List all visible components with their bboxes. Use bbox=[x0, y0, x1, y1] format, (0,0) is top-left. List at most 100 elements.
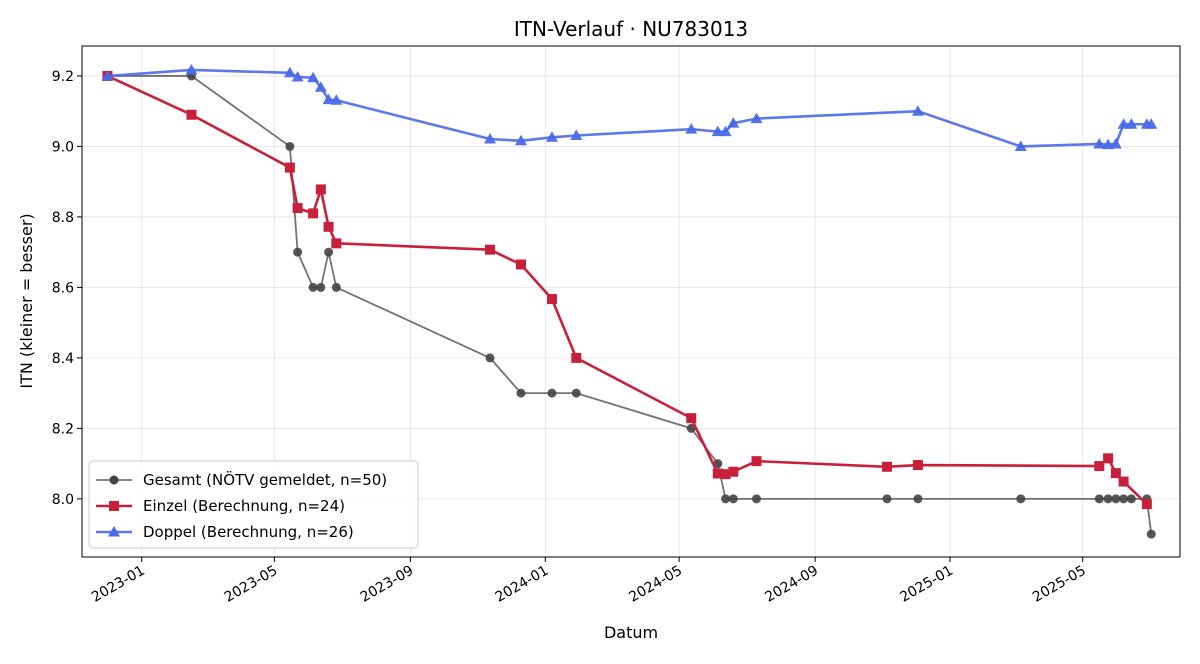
data-point bbox=[101, 69, 114, 81]
legend-label: Doppel (Berechnung, n=26) bbox=[143, 523, 354, 541]
data-point bbox=[1118, 476, 1129, 487]
data-point bbox=[570, 129, 583, 141]
chart-title: ITN-Verlauf · NU783013 bbox=[514, 17, 748, 41]
data-point bbox=[284, 162, 295, 173]
y-tick-label: 9.2 bbox=[52, 69, 74, 85]
data-point bbox=[882, 494, 892, 504]
legend-marker bbox=[109, 501, 119, 511]
data-point bbox=[571, 352, 582, 363]
data-point bbox=[308, 208, 319, 219]
data-point bbox=[545, 131, 558, 142]
data-point bbox=[1111, 494, 1121, 504]
legend-item: Einzel (Berechnung, n=24) bbox=[96, 497, 345, 515]
data-point bbox=[308, 282, 318, 292]
data-point bbox=[324, 247, 334, 257]
data-point bbox=[711, 125, 724, 137]
data-point bbox=[1110, 468, 1121, 479]
data-point bbox=[331, 282, 341, 292]
data-point bbox=[1125, 118, 1138, 129]
data-point bbox=[514, 134, 527, 146]
data-point bbox=[1119, 494, 1129, 504]
data-point bbox=[712, 468, 723, 479]
data-point bbox=[719, 125, 732, 137]
data-point bbox=[686, 413, 697, 424]
data-point bbox=[1146, 529, 1156, 539]
data-point bbox=[1126, 494, 1136, 504]
data-point bbox=[913, 494, 923, 504]
y-tick-label: 8.4 bbox=[52, 351, 74, 367]
data-point bbox=[728, 466, 739, 477]
legend-label: Einzel (Berechnung, n=24) bbox=[143, 497, 345, 515]
data-point bbox=[315, 184, 326, 195]
data-point bbox=[285, 141, 295, 151]
plot-frame bbox=[81, 45, 1181, 558]
data-point bbox=[728, 494, 738, 504]
data-point bbox=[316, 282, 326, 292]
data-point bbox=[721, 494, 731, 504]
data-point bbox=[314, 81, 327, 92]
legend-item: Gesamt (NÖTV gemeldet, n=50) bbox=[96, 470, 387, 489]
data-point bbox=[1145, 118, 1158, 129]
y-axis-label: ITN (kleiner = besser) bbox=[17, 213, 36, 388]
data-point bbox=[331, 238, 342, 249]
data-point bbox=[752, 494, 762, 504]
grid-lines bbox=[82, 46, 1180, 557]
series-einzel bbox=[102, 70, 1152, 510]
data-point bbox=[571, 388, 581, 398]
data-point bbox=[322, 93, 335, 105]
legend-items: Gesamt (NÖTV gemeldet, n=50) Einzel (Bere… bbox=[96, 470, 387, 541]
data-point bbox=[485, 244, 496, 255]
data-point bbox=[1094, 494, 1104, 504]
data-point bbox=[547, 388, 557, 398]
data-point bbox=[186, 109, 197, 120]
data-point bbox=[1094, 461, 1105, 472]
data-point bbox=[185, 63, 198, 75]
y-axis-ticks: 8.0 8.2 8.4 8.6 8.8 9.0 9.2 bbox=[52, 69, 82, 508]
data-point bbox=[1016, 494, 1026, 504]
y-tick-label: 8.0 bbox=[52, 492, 74, 508]
data-point bbox=[283, 66, 296, 78]
legend-marker bbox=[109, 475, 119, 485]
data-point bbox=[323, 221, 334, 232]
data-point bbox=[484, 133, 497, 144]
data-point bbox=[1014, 140, 1027, 151]
x-axis-label: Datum bbox=[604, 623, 658, 642]
legend-label: Gesamt (NÖTV gemeldet, n=50) bbox=[143, 470, 387, 489]
data-point bbox=[292, 203, 303, 214]
data-point bbox=[485, 353, 495, 363]
data-point bbox=[307, 71, 320, 83]
data-point bbox=[912, 460, 923, 471]
data-point bbox=[727, 117, 740, 128]
legend: Gesamt (NÖTV gemeldet, n=50) Einzel (Bere… bbox=[88, 460, 419, 549]
data-point bbox=[750, 112, 763, 124]
data-point bbox=[1093, 137, 1106, 149]
data-point bbox=[330, 94, 343, 105]
data-point bbox=[1141, 499, 1152, 510]
data-point bbox=[685, 123, 698, 134]
y-tick-label: 8.6 bbox=[52, 280, 74, 296]
data-point bbox=[720, 469, 731, 480]
data-point bbox=[1103, 453, 1114, 464]
y-tick-label: 8.8 bbox=[52, 210, 74, 226]
data-point bbox=[291, 71, 304, 82]
series-doppel bbox=[101, 63, 1158, 151]
data-point bbox=[881, 461, 892, 472]
data-point bbox=[686, 423, 696, 433]
data-point bbox=[546, 294, 557, 305]
legend-box bbox=[88, 460, 419, 549]
series-lines bbox=[101, 63, 1158, 539]
data-point bbox=[293, 247, 303, 257]
data-point bbox=[911, 105, 924, 116]
data-point bbox=[515, 259, 526, 270]
legend-marker bbox=[108, 526, 120, 537]
legend-item: Doppel (Berechnung, n=26) bbox=[96, 523, 354, 541]
y-tick-label: 9.0 bbox=[52, 139, 74, 155]
data-point bbox=[1109, 137, 1122, 149]
y-tick-label: 8.2 bbox=[52, 421, 74, 437]
data-point bbox=[516, 388, 526, 398]
data-point bbox=[1103, 494, 1113, 504]
data-point bbox=[751, 456, 762, 467]
